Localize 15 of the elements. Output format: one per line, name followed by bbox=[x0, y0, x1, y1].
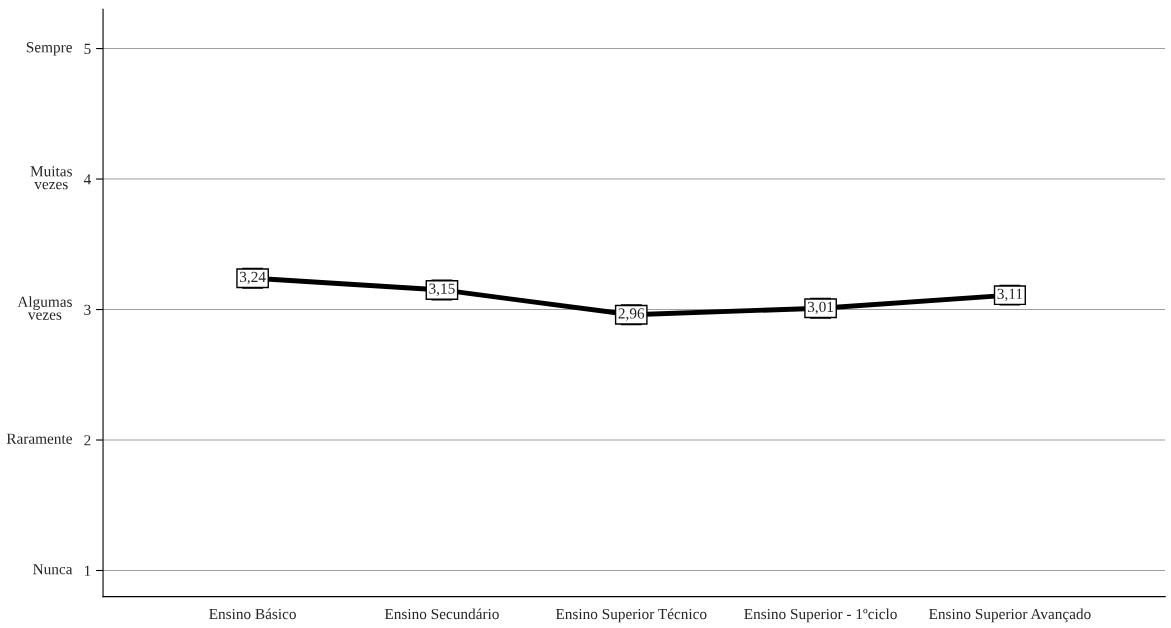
x-tick-label: Ensino Superior Técnico bbox=[555, 608, 707, 623]
y-tick-label: 4 bbox=[83, 174, 91, 185]
x-tick-label: Ensino Superior Avançado bbox=[929, 608, 1091, 623]
x-tick-label: Ensino Secundário bbox=[384, 608, 499, 620]
text: Algumas vezes bbox=[17, 296, 72, 320]
y-tick-label: 5 bbox=[84, 43, 91, 55]
text: Muitas vezes bbox=[30, 166, 72, 190]
text: Raramente bbox=[6, 433, 72, 444]
x-tick-label: Ensino Básico bbox=[209, 608, 296, 620]
y-tick-label: 2 bbox=[84, 435, 91, 446]
x-tick-label: Ensino Superior - 1ºciclo bbox=[744, 608, 897, 623]
text: Sempre bbox=[26, 42, 72, 56]
y-tick-label: 3 bbox=[84, 304, 91, 315]
text: Nunca bbox=[33, 564, 73, 575]
y-tick-label: 1 bbox=[84, 565, 91, 576]
